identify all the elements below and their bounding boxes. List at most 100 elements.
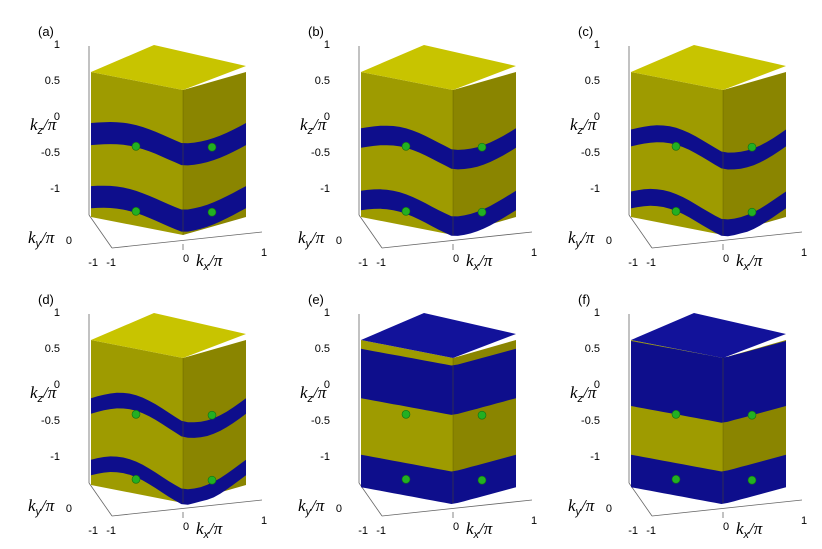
cube-top-face (91, 45, 246, 90)
kx-tick-label: -1 (646, 257, 656, 269)
kx-tick-label: 0 (453, 521, 459, 533)
kx-tick-label: 0 (723, 253, 729, 265)
kx-axis-label: kx/π (466, 251, 493, 273)
kz-tick-label: 0 (324, 379, 330, 391)
panel-d: (d)10.50-0.5-10-1 -1 0 1kz/πky/πkx/π (28, 292, 267, 541)
kz-tick-label: 0.5 (585, 343, 600, 355)
kx-tick-label: 1 (531, 247, 537, 259)
panel-b: (b)10.50-0.5-10-1 -1 0 1kz/πky/πkx/π (298, 24, 537, 273)
axes-frame (88, 314, 263, 518)
ky-axis-line (358, 214, 383, 249)
ky-tick-label: -1 (358, 525, 368, 537)
kz-tick-label: -0.5 (41, 415, 60, 427)
ky-axis-line (628, 482, 653, 517)
kx-tick-label: -1 (376, 525, 386, 537)
kx-axis-label: kx/π (196, 251, 223, 273)
kz-tick-label: -1 (320, 451, 330, 463)
weyl-point-marker (747, 410, 757, 420)
kx-axis-label: kx/π (736, 251, 763, 273)
panel-c: (c)10.50-0.5-10-1 -1 0 1kz/πky/πkx/π (568, 24, 807, 273)
kz-axis-label: kz/π (570, 383, 597, 405)
kx-axis-line (381, 499, 533, 517)
ky-tick-label: -1 (628, 525, 638, 537)
band (631, 125, 786, 170)
axes-frame (88, 46, 263, 250)
kz-tick-label: 0.5 (585, 75, 600, 87)
ky-tick-label: -1 (88, 257, 98, 269)
kz-tick-label: -0.5 (311, 147, 330, 159)
weyl-point-marker (207, 142, 217, 152)
kx-tick-label: 1 (261, 247, 267, 259)
ky-tick-label: 0 (66, 503, 72, 515)
ky-tick-label: 0 (336, 235, 342, 247)
axes-frame (628, 314, 803, 518)
ky-axis-label: ky/π (28, 228, 55, 250)
panel-label: (d) (38, 292, 54, 307)
ky-tick-label: 0 (336, 503, 342, 515)
kx-tick-label: 1 (801, 515, 807, 527)
kz-tick-label: -0.5 (311, 415, 330, 427)
weyl-point-marker (477, 410, 487, 420)
band (631, 188, 786, 237)
kz-tick-label: -0.5 (41, 147, 60, 159)
ky-axis-label: ky/π (568, 228, 595, 250)
kx-axis-line (381, 231, 533, 249)
band (631, 454, 786, 504)
ky-axis-label: ky/π (298, 496, 325, 518)
panel-f: (f) 1 0.5 0 -0.5 -1 0 -1 -1 0 1 kz/π ky/π kx/π (568, 292, 807, 541)
weyl-point-marker (477, 142, 487, 152)
kx-tick-label: -1 (106, 257, 116, 269)
kz-tick-label: 0 (594, 111, 600, 123)
weyl-point-marker (671, 410, 681, 419)
ky-axis-label: ky/π (298, 228, 325, 250)
kx-axis-label: kx/π (736, 519, 763, 541)
ky-axis-line (88, 214, 113, 249)
panel-label: (e) (308, 292, 324, 307)
kz-tick-label: 1 (324, 307, 330, 319)
kz-tick-label: -1 (50, 451, 60, 463)
kz-tick-label: -1 (320, 183, 330, 195)
kz-tick-label: 1 (594, 307, 600, 319)
band (91, 185, 246, 232)
kz-axis-label: kz/π (30, 383, 57, 405)
cube-top-face (361, 45, 516, 90)
kz-tick-label: 0.5 (45, 75, 60, 87)
weyl-point-marker (131, 207, 141, 216)
kx-tick-label: 1 (531, 515, 537, 527)
axes-frame (628, 46, 803, 250)
kx-axis-label: kx/π (466, 519, 493, 541)
kx-tick-label: -1 (646, 525, 656, 537)
weyl-point-marker (401, 410, 411, 419)
ky-tick-label: 0 (606, 503, 612, 515)
kz-tick-label: 0.5 (315, 75, 330, 87)
weyl-point-marker (671, 207, 681, 216)
ky-axis-line (358, 482, 383, 517)
kx-tick-label: -1 (376, 257, 386, 269)
weyl-point-marker (477, 207, 487, 217)
kx-tick-label: -1 (106, 525, 116, 537)
weyl-point-marker (401, 207, 411, 216)
band (361, 125, 516, 170)
panel-label: (a) (38, 24, 54, 39)
kz-axis-label: kz/π (300, 383, 327, 405)
ky-axis-line (628, 214, 653, 249)
band (361, 348, 516, 415)
cube-top-face (631, 313, 786, 358)
weyl-point-marker (671, 475, 681, 484)
kz-tick-label: 0.5 (315, 343, 330, 355)
kx-tick-label: 0 (453, 253, 459, 265)
band (631, 341, 786, 423)
kz-axis-label: kz/π (30, 115, 57, 137)
weyl-point-marker (131, 475, 141, 484)
kz-tick-label: -0.5 (581, 415, 600, 427)
kz-tick-label: -0.5 (581, 147, 600, 159)
weyl-point-marker (131, 410, 141, 419)
kz-axis-label: kz/π (570, 115, 597, 137)
ky-tick-label: 0 (66, 235, 72, 247)
panel-e: (e)10.50-0.5-10-1 -1 0 1kz/πky/πkx/π (298, 292, 537, 541)
kx-tick-label: 1 (801, 247, 807, 259)
kz-tick-label: 0 (54, 111, 60, 123)
band (91, 122, 246, 166)
weyl-point-marker (401, 142, 411, 151)
kx-axis-line (111, 499, 263, 517)
